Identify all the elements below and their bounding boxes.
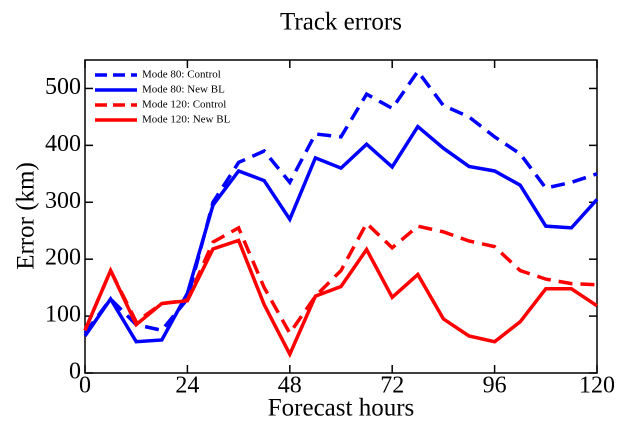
y-tick-label: 400	[45, 131, 81, 157]
legend-label: Mode 80: Control	[142, 69, 221, 81]
series-line	[83, 68, 598, 335]
series-line	[83, 238, 598, 359]
y-tick-label: 200	[45, 245, 81, 271]
y-tick-label: 500	[45, 74, 81, 100]
series-line	[83, 123, 599, 344]
legend-label: Mode 80: New BL	[142, 84, 225, 96]
x-tick-label: 48	[278, 373, 302, 399]
x-axis-label: Forecast hours	[268, 395, 415, 422]
legend-label: Mode 120: New BL	[142, 114, 231, 126]
y-tick-label: 0	[69, 359, 81, 385]
series-line	[83, 220, 598, 337]
x-tick-label: 72	[380, 373, 404, 399]
x-tick-label: 24	[175, 373, 199, 399]
y-tick-label: 100	[45, 302, 81, 328]
plot-frame	[84, 59, 598, 374]
y-tick-label: 300	[45, 188, 81, 214]
x-tick-label: 120	[579, 373, 615, 399]
x-tick-label: 0	[79, 373, 91, 399]
chart-title: Track errors	[280, 9, 402, 36]
legend-label: Mode 120: Control	[142, 99, 226, 111]
y-axis-label: Error (km)	[13, 162, 40, 270]
x-tick-label: 96	[483, 373, 507, 399]
